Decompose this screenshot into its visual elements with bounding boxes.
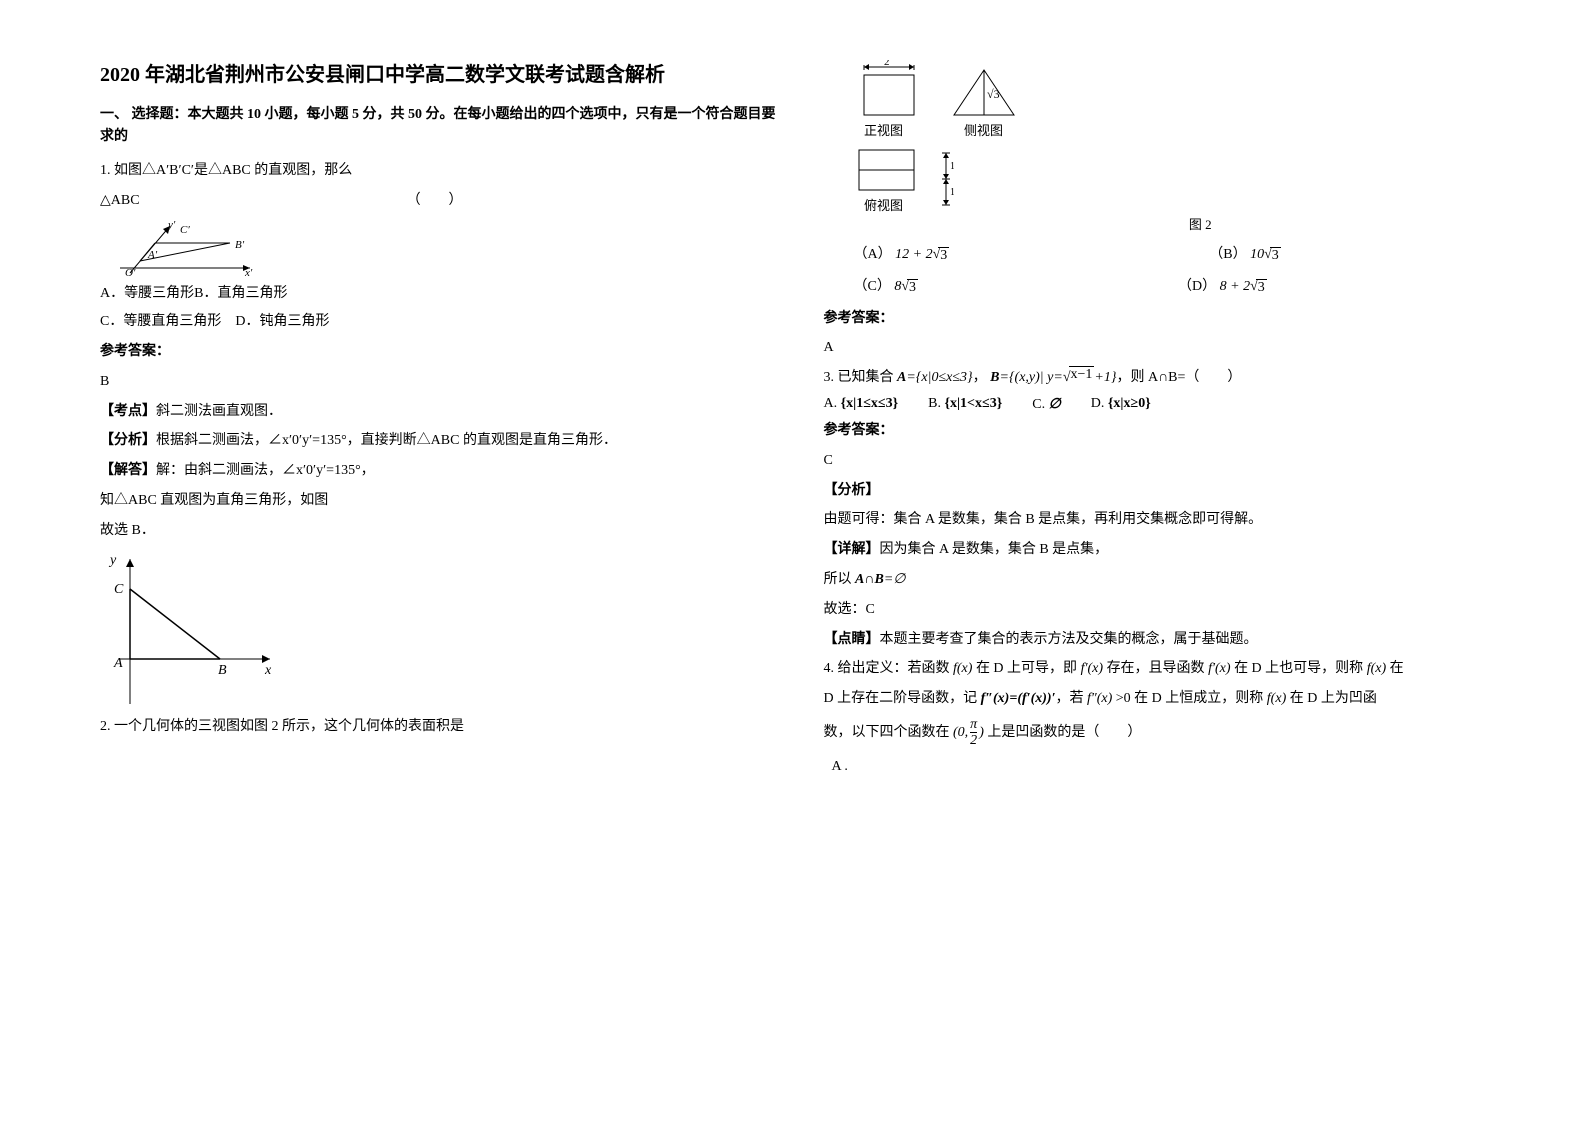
q2-choices-cd: （C） 8√3 （D） 8 + 2√3	[854, 275, 1508, 297]
q3-dianjing: 【点睛】本题主要考查了集合的表示方法及交集的概念，属于基础题。	[824, 628, 1508, 652]
q2-answer: A	[824, 336, 1508, 360]
q1-jieda3: 故选 B．	[100, 519, 784, 543]
q4-optA: A .	[832, 755, 1508, 779]
q4-p1: 4. 给出定义：若函数 f(x) 在 D 上可导，即 f′(x) 存在，且导函数…	[824, 657, 1508, 681]
q3-xiangjie3: 故选：C	[824, 598, 1508, 622]
svg-text:A′: A′	[147, 249, 158, 261]
q3-answer-label: 参考答案：	[824, 419, 1508, 443]
q1-kaodian: 【考点】斜二测法画直观图．	[100, 400, 784, 424]
svg-text:y′: y′	[167, 219, 176, 231]
q3-xiangjie1: 【详解】因为集合 A 是数集，集合 B 是点集，	[824, 538, 1508, 562]
svg-text:B: B	[218, 663, 227, 678]
q3-fenxi-label: 【分析】	[824, 479, 1508, 503]
q1-figure-oblique: y′ C′ A′ B′ O′ x′	[100, 218, 260, 278]
q1-choices-cd: C．等腰直角三角形 D．钝角三角形	[100, 310, 784, 334]
q3-choices: A. {x|1≤x≤3} B. {x|1<x≤3} C. ∅ D. {x|x≥0…	[824, 396, 1508, 413]
q2-answer-label: 参考答案：	[824, 307, 1508, 331]
q2-three-views: 2 正视图 √3 侧视图	[844, 60, 1508, 233]
q4-p3: 数，以下四个函数在 (0,π2) 上是凹函数的是（ ）	[824, 717, 1508, 749]
q1-fenxi: 【分析】根据斜二测画法，∠x′0′y′=135°，直接判断△ABC 的直观图是直…	[100, 429, 784, 453]
q1-answer-label: 参考答案：	[100, 340, 784, 364]
svg-text:B′: B′	[235, 239, 245, 251]
svg-text:2: 2	[884, 60, 890, 68]
doc-title: 2020 年湖北省荆州市公安县闸口中学高二数学文联考试题含解析	[100, 60, 784, 90]
q3-stem: 3. 已知集合 A={x|0≤x≤3}， B={(x,y)| y=√x−1+1}…	[824, 366, 1508, 390]
svg-text:√3: √3	[987, 87, 1000, 101]
q1-choices-ab: A．等腰三角形B．直角三角形	[100, 282, 784, 306]
q1-figure-right-triangle: y x A C B	[100, 549, 280, 709]
q1-jieda1: 【解答】解：由斜二测画法，∠x′0′y′=135°，	[100, 459, 784, 483]
q2-stem: 2. 一个几何体的三视图如图 2 所示，这个几何体的表面积是	[100, 715, 784, 739]
q3-xiangjie2: 所以 A∩B=∅	[824, 568, 1508, 592]
q1-answer: B	[100, 370, 784, 394]
q2-choices-ab: （A） 12 + 2√3 （B） 10√3	[854, 243, 1508, 265]
svg-text:1: 1	[950, 187, 954, 198]
svg-text:1: 1	[950, 161, 954, 172]
svg-text:y: y	[108, 553, 117, 568]
svg-text:C: C	[114, 582, 124, 597]
q3-answer: C	[824, 449, 1508, 473]
q1-stem2: △ABC （ ）	[100, 189, 784, 213]
q3-fenxi: 由题可得：集合 A 是数集，集合 B 是点集，再利用交集概念即可得解。	[824, 508, 1508, 532]
q1-jieda2: 知△ABC 直观图为直角三角形，如图	[100, 489, 784, 513]
q1-stem: 1. 如图△A′B′C′是△ABC 的直观图，那么	[100, 159, 784, 183]
svg-text:x′: x′	[244, 267, 253, 278]
section-a-heading: 一、 选择题：本大题共 10 小题，每小题 5 分，共 50 分。在每小题给出的…	[100, 104, 784, 149]
q4-p2: D 上存在二阶导函数，记 f″(x)=(f′(x))′，若 f″(x) >0 在…	[824, 687, 1508, 711]
svg-text:O′: O′	[125, 267, 136, 278]
svg-text:C′: C′	[180, 224, 190, 236]
svg-text:x: x	[264, 663, 272, 678]
svg-text:A: A	[113, 656, 123, 671]
